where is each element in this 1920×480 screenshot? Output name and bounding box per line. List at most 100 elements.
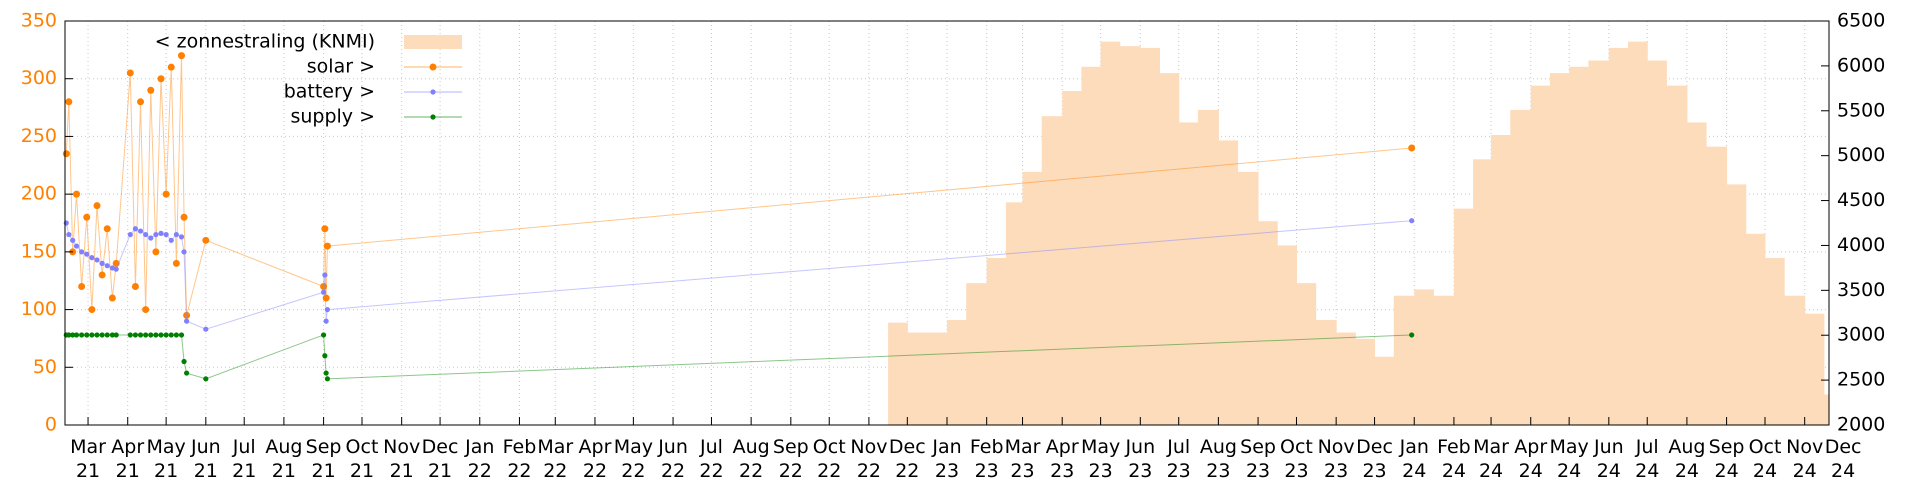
data-point (178, 234, 185, 240)
x-tick-label-line: 24 (1442, 460, 1466, 480)
data-point (142, 306, 150, 314)
x-tick-label-line: Sep (306, 436, 342, 458)
data-point (104, 332, 110, 338)
area-step (966, 283, 988, 425)
area-step (947, 319, 967, 425)
area-step (1726, 184, 1747, 425)
x-tick-label-line: Dec (889, 436, 926, 458)
x-tick-label-line: 21 (194, 460, 218, 480)
x-tick-label-line: Oct (1749, 436, 1782, 458)
data-point (79, 249, 85, 255)
x-tick-label-line: Nov (1786, 436, 1823, 458)
data-point (84, 251, 90, 257)
y2-tick-label: 4500 (1837, 189, 1885, 211)
x-tick-label: Nov 22 (850, 436, 887, 480)
data-point (153, 231, 159, 238)
area-step (1686, 122, 1707, 426)
data-point (73, 190, 81, 198)
x-tick-label-line: 21 (232, 460, 256, 480)
data-point (98, 271, 106, 279)
x-tick-label: Apr 22 (579, 436, 612, 480)
x-tick-label: Feb 24 (1437, 436, 1471, 480)
x-tick-label-line: Sep (1709, 436, 1745, 458)
data-point (323, 242, 331, 250)
x-tick-label-line: 24 (1635, 460, 1659, 480)
x-tick-label-line: 22 (895, 460, 919, 480)
data-point (93, 202, 101, 210)
data-point (184, 370, 190, 376)
area-step (1041, 116, 1063, 426)
x-tick-label: Oct 21 (346, 436, 379, 480)
x-tick-label-line: 23 (1206, 460, 1230, 480)
x-tick-label-line: 22 (543, 460, 567, 480)
data-point (158, 332, 164, 338)
y2-tick-label: 2000 (1837, 414, 1885, 436)
x-tick-label-line: Apr (1046, 436, 1079, 458)
data-point (84, 332, 90, 338)
data-point (157, 75, 165, 83)
x-tick-label: Sep 22 (773, 436, 809, 480)
area-step (1569, 66, 1589, 425)
data-point (323, 318, 329, 324)
y2-tick-label: 6000 (1837, 54, 1885, 76)
x-tick-label: Aug 21 (265, 436, 302, 480)
area-step (1473, 159, 1492, 425)
area-step (986, 258, 1007, 425)
data-point (321, 225, 329, 233)
legend-swatch (404, 35, 462, 49)
data-point (89, 255, 95, 261)
data-point (320, 289, 327, 295)
data-point (63, 220, 69, 226)
x-tick-label-line: 24 (1793, 460, 1817, 480)
x-tick-label-line: 24 (1831, 460, 1855, 480)
x-tick-label: May 23 (1081, 436, 1120, 480)
x-tick-label-line: May (614, 436, 653, 458)
x-tick-label-line: Feb (503, 436, 537, 458)
data-point (137, 228, 144, 234)
data-point (148, 235, 154, 241)
x-tick-label-line: Jun (1124, 436, 1155, 458)
x-tick-label-line: 23 (975, 460, 999, 480)
x-tick-label: Sep 24 (1709, 436, 1745, 480)
x-tick-label-line: 23 (935, 460, 959, 480)
x-tick-label-line: 23 (1050, 460, 1074, 480)
area-step (1237, 171, 1259, 425)
data-point (62, 150, 70, 158)
area-step (1745, 233, 1766, 425)
data-point (320, 282, 328, 290)
y2-tick-label: 4000 (1837, 234, 1885, 256)
y2-tick-label: 3000 (1837, 324, 1885, 346)
data-point (173, 332, 179, 338)
x-tick-label: Mar 24 (1473, 436, 1509, 480)
x-tick-label-line: Sep (773, 436, 809, 458)
data-point (172, 259, 180, 267)
data-point (127, 332, 133, 338)
x-tick-label-line: Feb (970, 436, 1004, 458)
x-tick-label: Mar 22 (537, 436, 573, 480)
x-tick-label-line: Mar (537, 436, 573, 458)
x-tick-label-line: 22 (779, 460, 803, 480)
x-tick-label-line: Apr (111, 436, 144, 458)
x-tick-label: Oct 22 (813, 436, 846, 480)
x-tick-label: May 24 (1549, 436, 1588, 480)
data-point (152, 248, 160, 256)
x-tick-label: Sep 21 (306, 436, 342, 480)
x-tick-label-line: Jan (931, 436, 961, 458)
x-tick-label: Oct 24 (1749, 436, 1782, 480)
data-point (1408, 144, 1416, 152)
x-tick-label-line: 24 (1479, 460, 1503, 480)
data-point (66, 332, 72, 338)
x-tick-label: Aug 22 (733, 436, 770, 480)
y-tick-label: 0 (45, 414, 57, 436)
data-point (178, 332, 185, 338)
legend-marker (430, 89, 436, 95)
data-point (137, 98, 145, 106)
x-tick-label: Nov 21 (383, 436, 420, 480)
x-tick-label-line: 22 (468, 460, 492, 480)
legend-label: battery > (284, 81, 375, 103)
x-tick-label-line: 24 (1714, 460, 1738, 480)
area-step (1588, 60, 1610, 425)
x-tick-label-line: 22 (699, 460, 723, 480)
x-tick-label-line: Dec (1356, 436, 1393, 458)
